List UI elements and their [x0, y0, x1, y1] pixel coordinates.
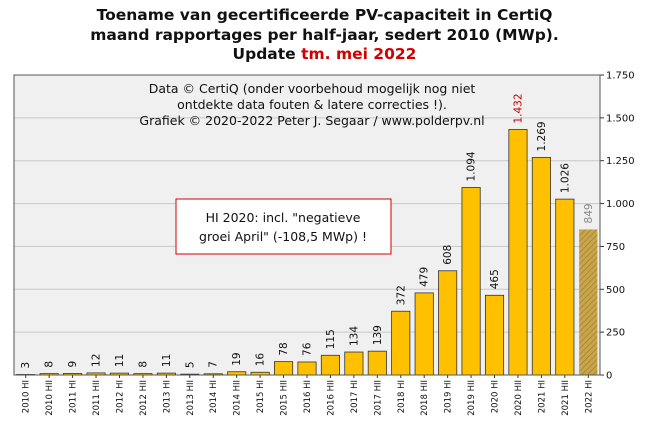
data-label: 3 [20, 362, 32, 369]
update-period: tm. mei 2022 [301, 45, 417, 63]
bar [508, 129, 528, 376]
data-label: 608 [442, 245, 454, 265]
x-tick-label: 2011 HI [69, 380, 79, 413]
bar [555, 198, 575, 376]
bar [579, 229, 598, 375]
bar [438, 270, 458, 376]
annotation-line-2: groei April" (-108,5 MWp) ! [199, 229, 367, 244]
bar [484, 294, 505, 376]
x-tick-label: 2015 HII [280, 380, 290, 416]
bar [367, 350, 387, 376]
data-label: 16 [255, 353, 267, 367]
data-label: 115 [325, 329, 337, 349]
data-label: 1.094 [466, 151, 478, 181]
data-label: 1.026 [559, 163, 571, 193]
bar [274, 361, 294, 376]
bar [391, 310, 411, 376]
x-tick-label: 2018 HII [420, 380, 430, 416]
data-label: 11 [161, 354, 173, 367]
x-tick-label: 2013 HI [162, 380, 172, 413]
bar [320, 354, 340, 376]
x-tick-label: 2016 HII [326, 380, 336, 416]
y-tick-label: 1.750 [606, 71, 635, 82]
plot-frame [13, 74, 601, 376]
update-label: Update [232, 45, 302, 63]
x-axis-ticks: 2010 HI 2010 HII 2011 HI 2011 HII 2012 HI 201… [22, 375, 594, 416]
x-tick-label: 2010 HI [22, 380, 32, 413]
x-tick-label: 2017 HII [373, 380, 383, 416]
data-label: 134 [348, 326, 360, 346]
x-tick-label: 2013 HII [186, 380, 196, 416]
x-tick-label: 2012 HII [139, 380, 149, 416]
x-tick-label: 2021 HI [537, 380, 547, 413]
x-tick-label: 2020 HI [491, 380, 501, 413]
y-tick-label: 500 [606, 285, 625, 296]
data-label: 12 [91, 354, 103, 367]
data-label: 7 [208, 361, 220, 368]
x-tick-label: 2014 HII [233, 380, 243, 416]
x-tick-label: 2021 HII [561, 380, 571, 416]
bar [531, 157, 551, 376]
data-label: 139 [372, 325, 384, 345]
x-tick-label: 2022 HI [584, 380, 594, 413]
bar [344, 351, 364, 376]
data-label: 372 [395, 285, 407, 305]
x-tick-label: 2011 HII [92, 380, 102, 416]
bar [461, 187, 481, 376]
bars [16, 129, 598, 376]
chart-title-line-2: maand rapportages per half-jaar, sedert … [90, 26, 559, 44]
y-tick-label: 0 [606, 371, 612, 382]
data-label: 78 [278, 342, 290, 355]
chart-title-line-3: Update tm. mei 2022 [0, 45, 649, 63]
x-tick-label: 2012 HI [115, 380, 125, 413]
chart-title-line-1: Toename van gecertificeerde PV-capacitei… [96, 6, 553, 24]
y-tick-label: 750 [606, 242, 625, 253]
bar [297, 361, 317, 376]
data-label: 8 [44, 361, 56, 368]
x-tick-label: 2017 HI [350, 380, 360, 413]
x-tick-label: 2010 HII [45, 380, 55, 416]
x-tick-label: 2018 HI [397, 380, 407, 413]
x-tick-label: 2014 HI [209, 380, 219, 413]
y-axis-ticks: 0 250 500 750 1.000 1.250 1.500 1.750 [600, 71, 635, 382]
data-label: 11 [114, 354, 126, 367]
data-label: 9 [67, 361, 79, 368]
y-tick-label: 1.250 [606, 156, 635, 167]
y-tick-label: 1.000 [606, 199, 635, 210]
x-tick-label: 2015 HI [256, 380, 266, 413]
data-label: 76 [302, 342, 314, 356]
data-label: 19 [231, 352, 243, 365]
credit-line-1: Data © CertiQ (onder voorbehoud mogelijk… [149, 81, 476, 96]
y-tick-label: 250 [606, 328, 625, 339]
annotation-box [175, 198, 392, 255]
x-tick-label: 2019 HI [444, 380, 454, 413]
data-label: 1.269 [536, 121, 548, 151]
credit-line-2: ontdekte data fouten & latere correcties… [177, 97, 447, 112]
data-label: 5 [184, 361, 196, 368]
data-label: 1.432 [512, 93, 524, 123]
y-tick-label: 1.500 [606, 113, 635, 124]
x-tick-label: 2016 HI [303, 380, 313, 413]
credit-line-3: Grafiek © 2020-2022 Peter J. Segaar / ww… [139, 113, 484, 128]
bar [414, 292, 434, 376]
x-tick-label: 2020 HII [514, 380, 524, 416]
data-label: 849 [583, 203, 595, 223]
data-label: 8 [137, 361, 149, 368]
data-label: 479 [419, 267, 431, 287]
data-label: 465 [489, 269, 501, 289]
x-tick-label: 2019 HII [467, 380, 477, 416]
annotation-line-1: HI 2020: incl. "negatieve [206, 210, 361, 225]
